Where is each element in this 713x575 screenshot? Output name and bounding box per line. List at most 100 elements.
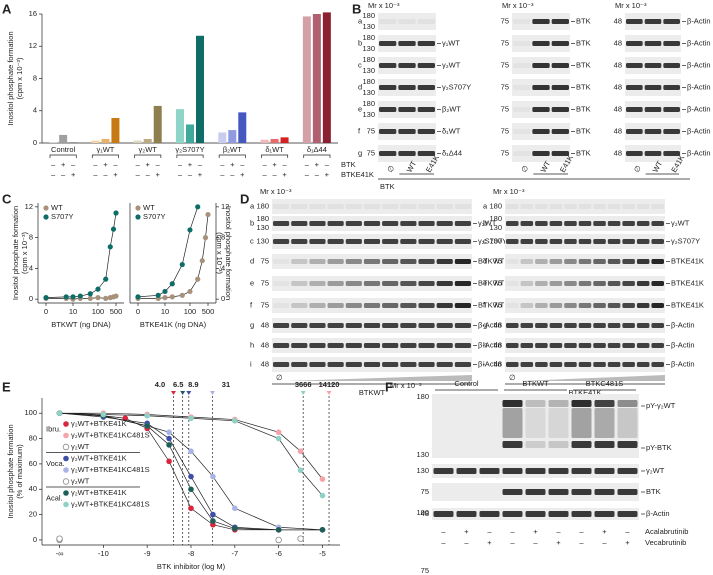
band xyxy=(578,221,592,226)
point xyxy=(297,535,304,542)
x-tick-label: 10 xyxy=(161,307,169,316)
band-label: β₂WT xyxy=(442,104,461,113)
point xyxy=(63,294,69,300)
sign: + xyxy=(61,160,66,169)
y-axis-label: Inositol phosphate formation xyxy=(6,31,15,125)
ic50-label: 4.0 xyxy=(155,380,165,389)
mw-label: 48 xyxy=(614,60,622,69)
row-letter: b xyxy=(358,38,362,47)
band xyxy=(548,408,569,438)
band-label: BTK xyxy=(576,104,591,113)
bar xyxy=(69,142,78,143)
band xyxy=(617,468,638,474)
band xyxy=(418,303,435,308)
band-label: BTK xyxy=(646,487,661,496)
row-letter: f xyxy=(358,126,361,135)
band xyxy=(400,362,417,367)
sign: + xyxy=(487,538,492,547)
y-tick-label: 12 xyxy=(221,202,229,211)
band xyxy=(456,511,477,517)
band xyxy=(651,204,664,209)
x-tick-label: -10 xyxy=(98,549,109,558)
mw-label: 180 xyxy=(256,201,269,210)
band xyxy=(327,239,344,244)
row-letter: h xyxy=(483,340,487,349)
sign: – xyxy=(220,170,225,179)
band-label: BTKWT xyxy=(478,256,505,265)
group-label: δ₁Δ44 xyxy=(307,145,327,154)
band xyxy=(594,408,615,438)
sign: – xyxy=(103,170,108,179)
band xyxy=(436,239,453,244)
band-label: γ₂WT xyxy=(478,218,497,227)
point xyxy=(210,511,216,518)
mw-label: 48 xyxy=(494,340,502,349)
band xyxy=(382,239,399,244)
fit-line xyxy=(59,412,323,531)
band xyxy=(454,323,471,328)
band xyxy=(506,343,519,348)
band xyxy=(525,511,546,517)
band xyxy=(636,221,650,226)
band xyxy=(398,19,416,24)
band xyxy=(454,362,471,367)
band xyxy=(549,343,563,348)
sign: – xyxy=(305,170,310,179)
bar xyxy=(59,134,68,143)
fit-line xyxy=(59,412,323,496)
band xyxy=(291,259,308,264)
point xyxy=(275,536,282,544)
band xyxy=(549,323,563,328)
legend-label: γ₂WT+BTKE41K xyxy=(71,488,127,497)
legend-marker xyxy=(135,205,141,211)
sign: – xyxy=(579,538,584,547)
point xyxy=(107,244,113,250)
band xyxy=(636,259,650,264)
band xyxy=(644,41,662,46)
x-tick-label: 10 xyxy=(69,307,77,316)
row-letter: f xyxy=(250,300,253,309)
band xyxy=(506,303,519,308)
band xyxy=(549,204,563,209)
x-tick-label: 0 xyxy=(44,307,48,316)
band xyxy=(418,239,435,244)
bar xyxy=(218,132,227,143)
point xyxy=(297,448,304,455)
sign: – xyxy=(441,538,446,547)
point xyxy=(144,412,150,419)
y-tick-label: 80 xyxy=(29,434,37,443)
mw-label: 75 xyxy=(494,300,502,309)
band xyxy=(398,63,416,68)
band xyxy=(594,400,615,407)
band xyxy=(571,441,592,448)
band xyxy=(379,41,397,46)
band xyxy=(578,204,592,209)
mw-label: 130 xyxy=(362,44,375,53)
group-label: BTKE41K xyxy=(569,388,602,397)
mw-label: 180 xyxy=(362,99,375,108)
band xyxy=(433,511,454,517)
band xyxy=(535,259,548,264)
band xyxy=(535,323,548,328)
sign: – xyxy=(272,170,277,179)
band xyxy=(363,281,381,286)
ic50-arrow xyxy=(209,391,215,395)
point xyxy=(43,295,49,301)
ic50-label: 8.9 xyxy=(188,380,198,389)
band xyxy=(398,129,416,134)
band xyxy=(273,204,290,209)
sign: – xyxy=(556,527,561,536)
bracket xyxy=(303,154,331,158)
band xyxy=(532,85,550,90)
mw-label: 130 xyxy=(256,223,269,232)
bar xyxy=(238,112,247,143)
legend-label: S707Y xyxy=(143,212,166,221)
bar xyxy=(143,138,152,143)
group-label: γ₂S707Y xyxy=(175,145,204,154)
mw-label: 75 xyxy=(501,126,509,135)
band xyxy=(564,239,577,244)
sign: – xyxy=(487,527,492,536)
row-label: Vecabrutinib xyxy=(645,538,686,547)
row-letter: i xyxy=(483,359,485,368)
bar xyxy=(101,138,110,143)
